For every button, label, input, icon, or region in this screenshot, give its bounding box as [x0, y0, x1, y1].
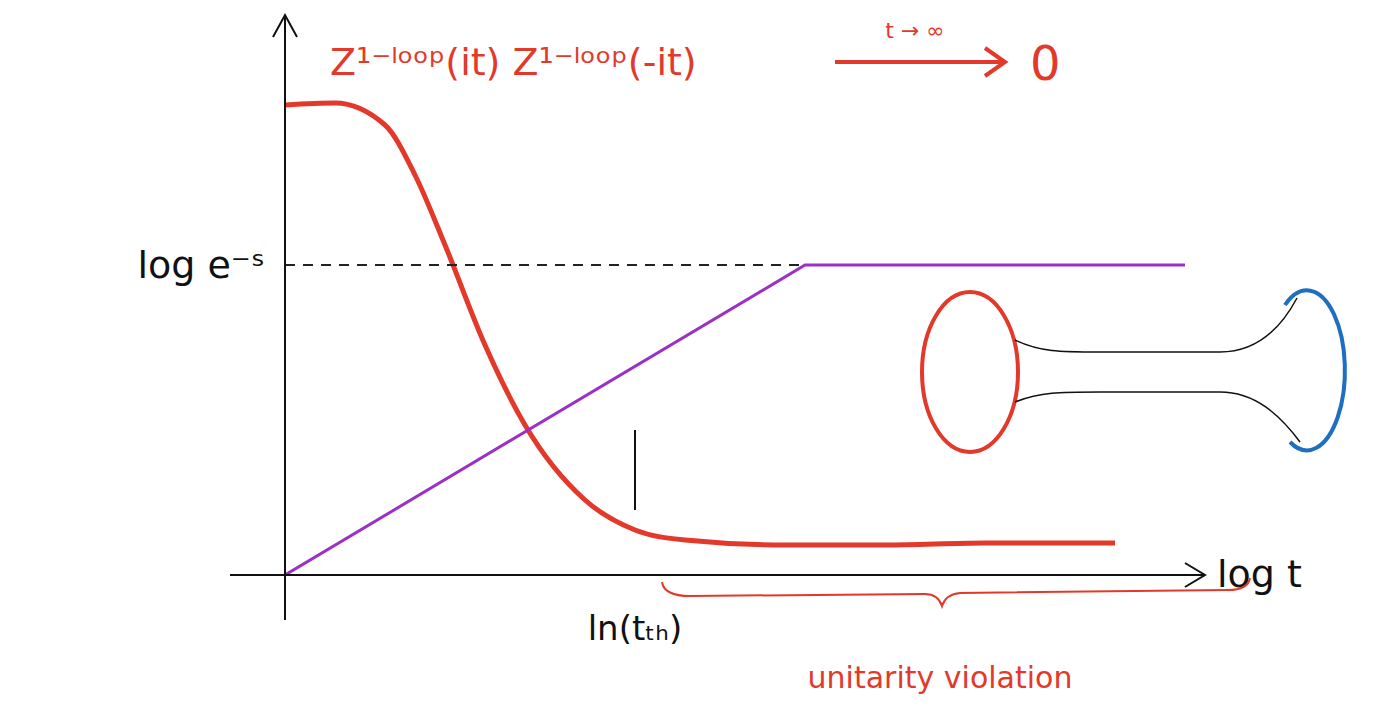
- svg-text:unitarity violation: unitarity violation: [808, 660, 1073, 695]
- svg-text:t → ∞: t → ∞: [885, 18, 944, 43]
- svg-text:log e⁻ˢ: log e⁻ˢ: [137, 243, 265, 287]
- svg-text:log t: log t: [1217, 552, 1302, 596]
- svg-text:ln(tₜₕ): ln(tₜₕ): [588, 608, 683, 648]
- svg-text:Z¹⁻ˡᵒᵒᵖ(it) Z¹⁻ˡᵒᵒᵖ(-it): Z¹⁻ˡᵒᵒᵖ(it) Z¹⁻ˡᵒᵒᵖ(-it): [330, 40, 697, 84]
- svg-text:0: 0: [1030, 35, 1061, 91]
